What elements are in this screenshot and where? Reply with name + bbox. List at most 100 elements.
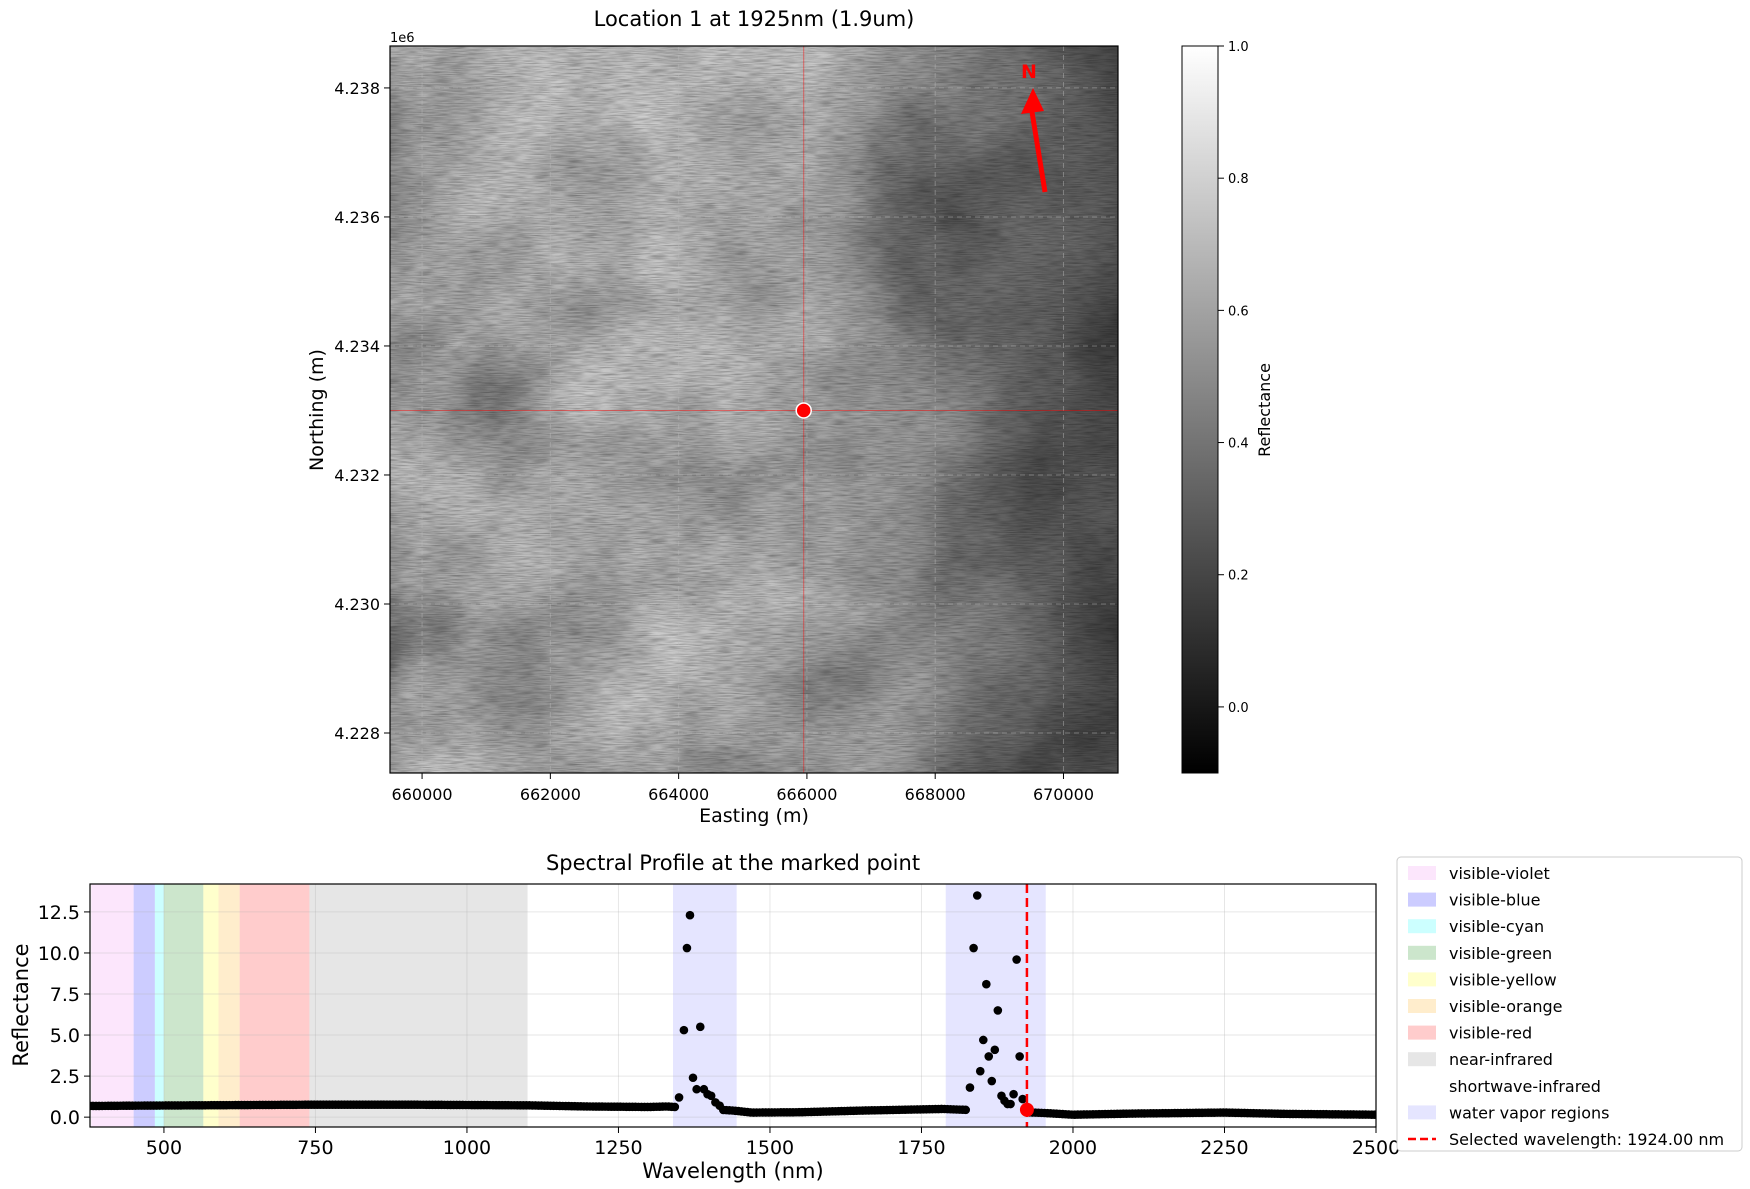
spectrum-point	[982, 979, 991, 989]
spectrum-points	[90, 891, 1376, 1119]
map-y-tick-label: 4.228	[334, 724, 380, 743]
spectrum-y-tick-label: 10.0	[38, 943, 80, 965]
spectrum-x-tick-label: 1250	[594, 1137, 642, 1159]
selected-point	[1019, 1102, 1034, 1117]
map-y-tick-label: 4.234	[334, 337, 380, 356]
spectrum-point	[688, 1073, 698, 1083]
spectrum-point	[715, 1101, 724, 1110]
colorbar-tick-label: 0.6	[1228, 304, 1249, 319]
map-x-tick-label: 662000	[520, 785, 581, 804]
spectral-regions	[91, 884, 1046, 1127]
legend-label: visible-orange	[1449, 997, 1563, 1016]
spectrum-frame	[89, 883, 1377, 1128]
legend-swatch	[1408, 945, 1436, 960]
spectrum-point	[961, 1105, 971, 1115]
spectrum-point	[975, 1066, 985, 1076]
legend-swatch	[1408, 866, 1436, 880]
region-band	[945, 884, 1046, 1127]
region-band	[218, 884, 240, 1127]
legend-label: visible-red	[1449, 1024, 1532, 1043]
spectrum-y-label: Reflectance	[9, 943, 33, 1066]
spectrum-point	[965, 1083, 975, 1092]
legend-swatch	[1408, 972, 1436, 987]
legend-swatch	[1408, 1078, 1436, 1093]
spectrum-y-tick-label: 12.5	[38, 902, 80, 924]
map-frame	[389, 45, 1119, 774]
spectrum-x-tick-label: 2000	[1049, 1137, 1097, 1159]
spectrum-point	[674, 1093, 684, 1102]
map-y-offset: 1e6	[390, 31, 415, 46]
north-arrow: N	[1021, 61, 1048, 193]
spectrum-point	[1015, 1052, 1024, 1061]
legend-label: visible-yellow	[1449, 970, 1557, 989]
spectrum-x-tick-label: 750	[297, 1137, 333, 1159]
spectrum-point	[706, 1091, 716, 1101]
spectrum-point	[1018, 1094, 1027, 1104]
legend-label: visible-green	[1449, 944, 1552, 963]
colorbar-tick-label: 0.4	[1228, 437, 1249, 452]
spectrum-y-tick-label: 7.5	[50, 984, 80, 1006]
region-band	[91, 884, 134, 1127]
region-band	[239, 884, 310, 1127]
legend-label: Selected wavelength: 1924.00 nm	[1449, 1130, 1724, 1149]
map-y-tick-label: 4.238	[334, 79, 380, 98]
map-y-tick-label: 4.230	[334, 595, 380, 614]
spectrum-x-label: Wavelength (nm)	[642, 1159, 823, 1183]
legend-swatch	[1408, 919, 1436, 934]
legend-swatch	[1408, 1105, 1436, 1120]
legend: visible-violet visible-blue visible-cyan vi…	[1396, 856, 1743, 1152]
map-y-tick-label: 4.236	[334, 208, 380, 227]
spectrum-point	[682, 943, 692, 953]
legend-label: visible-violet	[1449, 864, 1550, 883]
spectrum-x-axis: 500 750 1000 1250 1500 1750 2000 2250 2500	[146, 1127, 1400, 1159]
spectrum-point	[978, 1035, 988, 1045]
spectrum-y-axis: 0.0 2.5 5.0 7.5 10.0 12.5	[38, 902, 90, 1129]
legend-swatch	[1408, 1025, 1436, 1040]
legend-swatch	[1408, 892, 1436, 907]
spectrum-point	[972, 891, 982, 900]
map-grid	[390, 46, 1118, 773]
region-band	[154, 884, 164, 1127]
spectrum-x-tick-label: 2500	[1352, 1137, 1400, 1159]
map-x-tick-label: 666000	[776, 785, 837, 804]
legend-label: visible-cyan	[1449, 917, 1544, 936]
spectrum-point	[1012, 955, 1021, 964]
spectrum-point	[692, 1084, 701, 1094]
map-x-label: Easting (m)	[699, 805, 809, 827]
map-x-tick-label: 670000	[1033, 785, 1094, 804]
colorbar-label: Reflectance	[1255, 363, 1274, 457]
spectrum-point	[969, 943, 978, 953]
spectrum-point	[679, 1025, 689, 1035]
legend-label: visible-blue	[1449, 891, 1541, 910]
map-x-axis: 660000 662000 664000 666000 668000 670000	[392, 773, 1094, 804]
region-band	[163, 884, 204, 1127]
spectrum-point	[685, 910, 695, 920]
marked-point	[795, 402, 812, 419]
legend-swatch	[1408, 999, 1436, 1013]
north-arrow-shaft	[1029, 111, 1048, 193]
legend-frame	[1396, 856, 1743, 1152]
spectrum-y-tick-label: 5.0	[50, 1025, 80, 1047]
colorbar	[1181, 45, 1219, 774]
map-x-tick-label: 660000	[392, 785, 453, 804]
map-y-tick-label: 4.232	[334, 466, 380, 485]
colorbar-tick-label: 0.0	[1228, 701, 1249, 716]
colorbar-tick-label: 1.0	[1228, 40, 1249, 55]
spectrum-point	[1370, 1110, 1376, 1119]
map-y-label: Northing (m)	[306, 349, 328, 471]
spectrum-x-tick-label: 1750	[897, 1137, 945, 1159]
north-arrow-head	[1021, 88, 1044, 114]
colorbar-tick-label: 0.2	[1228, 569, 1249, 584]
map-x-tick-label: 668000	[905, 785, 966, 804]
spectrum-y-tick-label: 0.0	[50, 1107, 80, 1129]
spectrum-y-tick-label: 2.5	[50, 1066, 80, 1088]
spectrum-point	[1009, 1089, 1018, 1099]
spectrum-point	[695, 1022, 705, 1032]
spectrum-point	[670, 1102, 680, 1112]
colorbar-axis: 0.0 0.2 0.4 0.6 0.8 1.0	[1218, 40, 1249, 716]
spectrum-x-tick-label: 1000	[443, 1137, 491, 1159]
spectrum-point	[990, 1045, 1000, 1055]
legend-label: water vapor regions	[1449, 1103, 1610, 1122]
spectrum-point	[987, 1076, 997, 1086]
